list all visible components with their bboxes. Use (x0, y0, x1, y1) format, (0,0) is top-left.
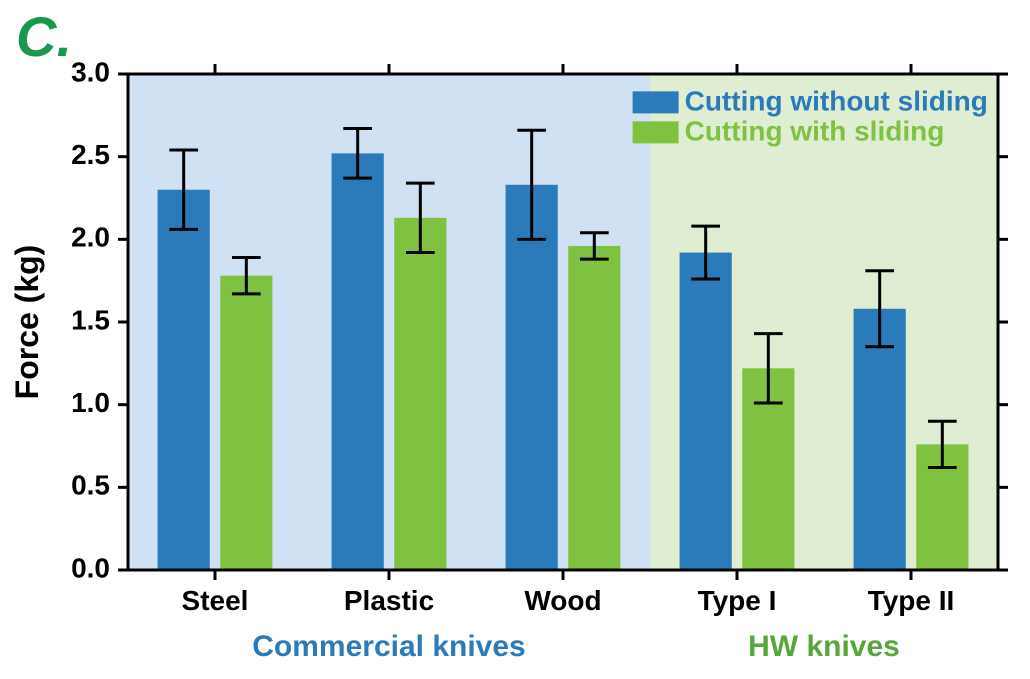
svg-text:0.5: 0.5 (71, 470, 110, 501)
force-chart: 0.0 0.5 1.0 1.5 2.0 2.5 3.0 Force (kg) Steel Plas… (0, 0, 1030, 674)
legend-swatch (633, 91, 679, 113)
svg-text:Force (kg): Force (kg) (9, 245, 45, 400)
chart-svg: 0.0 0.5 1.0 1.5 2.0 2.5 3.0 Force (kg) Steel Plas… (0, 0, 1030, 674)
bar-without-sliding (332, 153, 384, 570)
bar-with-sliding (568, 246, 620, 570)
bar-without-sliding (158, 190, 210, 570)
svg-text:Steel: Steel (182, 585, 249, 616)
bar-without-sliding (506, 185, 558, 570)
bar-with-sliding (394, 218, 446, 570)
svg-text:Cutting with sliding: Cutting with sliding (685, 115, 945, 146)
svg-text:Cutting without sliding: Cutting without sliding (685, 85, 988, 116)
svg-text:2.0: 2.0 (71, 222, 110, 253)
bar-without-sliding (680, 253, 732, 570)
svg-text:Commercial knives: Commercial knives (252, 630, 525, 663)
svg-text:Type I: Type I (698, 585, 777, 616)
svg-text:1.5: 1.5 (71, 304, 110, 335)
svg-text:2.5: 2.5 (71, 139, 110, 170)
svg-text:Type II: Type II (868, 585, 955, 616)
svg-text:Wood: Wood (524, 585, 601, 616)
svg-text:3.0: 3.0 (71, 56, 110, 87)
svg-text:0.0: 0.0 (71, 552, 110, 583)
bar-with-sliding (220, 276, 272, 570)
svg-text:Plastic: Plastic (344, 585, 434, 616)
svg-text:1.0: 1.0 (71, 387, 110, 418)
legend-swatch (633, 121, 679, 143)
svg-text:HW knives: HW knives (748, 630, 900, 663)
